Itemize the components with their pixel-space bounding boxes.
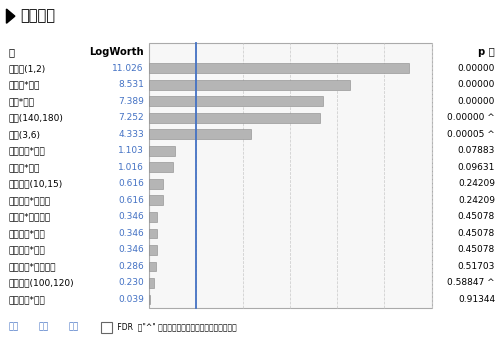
- Text: 0.51703: 0.51703: [458, 262, 495, 271]
- Text: 7.389: 7.389: [118, 97, 144, 106]
- Text: 0.00000: 0.00000: [458, 64, 495, 73]
- Bar: [149, 130, 251, 139]
- Text: 11.026: 11.026: [112, 64, 144, 73]
- Bar: [149, 43, 432, 308]
- Bar: [149, 195, 163, 205]
- Text: 催化剂*温度: 催化剂*温度: [9, 80, 40, 89]
- Bar: [149, 80, 350, 90]
- Text: LogWorth: LogWorth: [89, 47, 144, 57]
- Text: 0.616: 0.616: [118, 196, 144, 205]
- Text: 温度(140,180): 温度(140,180): [9, 114, 64, 122]
- Bar: [149, 294, 150, 304]
- Text: 0.616: 0.616: [118, 180, 144, 188]
- Polygon shape: [6, 9, 15, 23]
- Bar: [149, 212, 157, 222]
- Text: 编辑: 编辑: [68, 322, 79, 331]
- Text: 催化剂*浓度: 催化剂*浓度: [9, 163, 40, 172]
- Text: 进料速度(10,15): 进料速度(10,15): [9, 180, 63, 188]
- Text: 0.09631: 0.09631: [458, 163, 495, 172]
- Text: 8.531: 8.531: [118, 80, 144, 89]
- Bar: [101, 322, 112, 333]
- Text: 搅拌速度*温度: 搅拌速度*温度: [9, 147, 46, 155]
- Text: 0.346: 0.346: [118, 212, 144, 221]
- Text: 1.103: 1.103: [118, 147, 144, 155]
- Text: 0.91344: 0.91344: [458, 295, 495, 304]
- Text: 0.346: 0.346: [118, 229, 144, 238]
- Bar: [149, 64, 409, 73]
- Bar: [149, 179, 163, 189]
- Text: 0.45078: 0.45078: [458, 245, 495, 254]
- Bar: [149, 245, 157, 255]
- Text: 催化剂(1,2): 催化剂(1,2): [9, 64, 46, 73]
- Text: 0.286: 0.286: [118, 262, 144, 271]
- Bar: [149, 228, 157, 238]
- Text: 0.45078: 0.45078: [458, 212, 495, 221]
- Text: 0.00000 ^: 0.00000 ^: [447, 114, 495, 122]
- Text: 添加: 添加: [39, 322, 49, 331]
- Text: 0.24209: 0.24209: [458, 196, 495, 205]
- Text: 温度*浓度: 温度*浓度: [9, 97, 35, 106]
- Text: 催化剂*搅拌速度: 催化剂*搅拌速度: [9, 212, 51, 221]
- Bar: [149, 278, 154, 288]
- Bar: [149, 113, 319, 123]
- Text: 进料速度*温度: 进料速度*温度: [9, 229, 46, 238]
- Text: 进料速度*搅拌速度: 进料速度*搅拌速度: [9, 262, 57, 271]
- Bar: [149, 163, 173, 172]
- Text: 搅拌速度(100,120): 搅拌速度(100,120): [9, 278, 74, 288]
- Text: 浓度(3,6): 浓度(3,6): [9, 130, 41, 139]
- Text: 0.00005 ^: 0.00005 ^: [447, 130, 495, 139]
- Text: 效应汇总: 效应汇总: [20, 8, 55, 24]
- Text: 0.58847 ^: 0.58847 ^: [447, 278, 495, 288]
- Text: 进料速度*催化剂: 进料速度*催化剂: [9, 196, 51, 205]
- Text: 0.45078: 0.45078: [458, 229, 495, 238]
- Text: 删除: 删除: [9, 322, 19, 331]
- Text: 7.252: 7.252: [118, 114, 144, 122]
- Bar: [149, 146, 175, 156]
- Text: 0.346: 0.346: [118, 245, 144, 254]
- Text: p 值: p 值: [478, 47, 495, 57]
- Bar: [149, 261, 156, 271]
- Text: 0.039: 0.039: [118, 295, 144, 304]
- Text: 进料速度*浓度: 进料速度*浓度: [9, 295, 46, 304]
- Text: FDR  （"^" 表示具有包含它们上面的效应的效应）: FDR （"^" 表示具有包含它们上面的效应的效应）: [115, 322, 237, 331]
- Text: 0.07883: 0.07883: [458, 147, 495, 155]
- Text: 0.230: 0.230: [118, 278, 144, 288]
- Text: 0.24209: 0.24209: [458, 180, 495, 188]
- Text: 搅拌速度*浓度: 搅拌速度*浓度: [9, 245, 46, 254]
- Text: 源: 源: [9, 47, 15, 57]
- Text: 0.00000: 0.00000: [458, 80, 495, 89]
- Text: 0.00000: 0.00000: [458, 97, 495, 106]
- Bar: [149, 97, 323, 106]
- Text: 1.016: 1.016: [118, 163, 144, 172]
- Text: 4.333: 4.333: [118, 130, 144, 139]
